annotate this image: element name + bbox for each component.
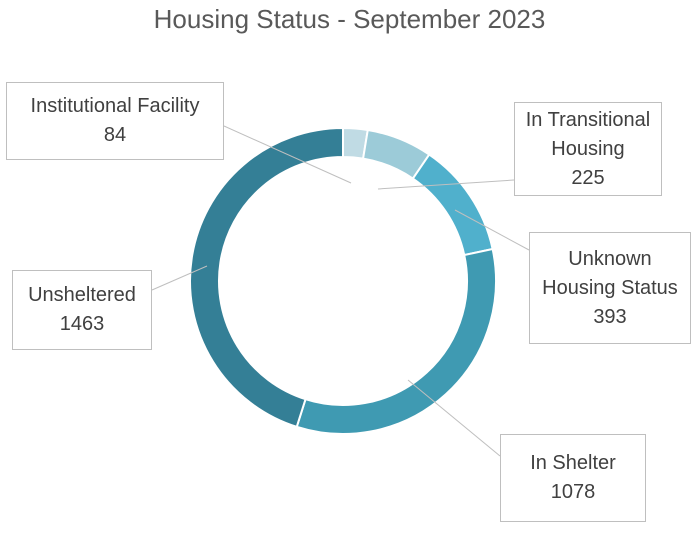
leader-in-shelter: [407, 379, 501, 457]
leader-in-transitional-housing: [377, 179, 515, 190]
callout-label: Unsheltered: [28, 284, 136, 306]
callout-value: 393: [593, 305, 627, 328]
leader-unknown-housing-status: [454, 209, 530, 251]
donut-slices: [189, 126, 497, 435]
callout-unknown-housing-status: Unknown Housing Status 393: [529, 232, 691, 344]
callout-label: In Transitional: [525, 108, 651, 131]
callout-label: In Shelter: [530, 452, 616, 474]
callout-in-shelter: In Shelter 1078: [500, 434, 646, 522]
callout-value: 84: [103, 124, 127, 146]
donut-slice-unsheltered: [189, 126, 344, 429]
callout-label: Unknown: [568, 247, 652, 270]
callout-label: Housing Status: [542, 276, 678, 299]
donut-slice-in-shelter: [295, 247, 497, 435]
callout-value: 225: [571, 166, 605, 189]
callout-value: 1078: [550, 481, 596, 503]
leader-institutional-facility: [223, 125, 352, 184]
leader-unsheltered: [151, 265, 208, 291]
donut-slice-unknown-housing-status: [411, 153, 494, 257]
callout-institutional-facility: Institutional Facility 84: [6, 82, 224, 160]
leader-lines: [151, 125, 530, 457]
callout-label: Institutional Facility: [30, 95, 200, 117]
callout-in-transitional-housing: In Transitional Housing 225: [514, 102, 662, 196]
callout-unsheltered: Unsheltered 1463: [12, 270, 152, 350]
callout-label: Housing: [551, 137, 625, 160]
chart-title: Housing Status - September 2023: [153, 4, 546, 34]
callout-value: 1463: [59, 313, 105, 335]
